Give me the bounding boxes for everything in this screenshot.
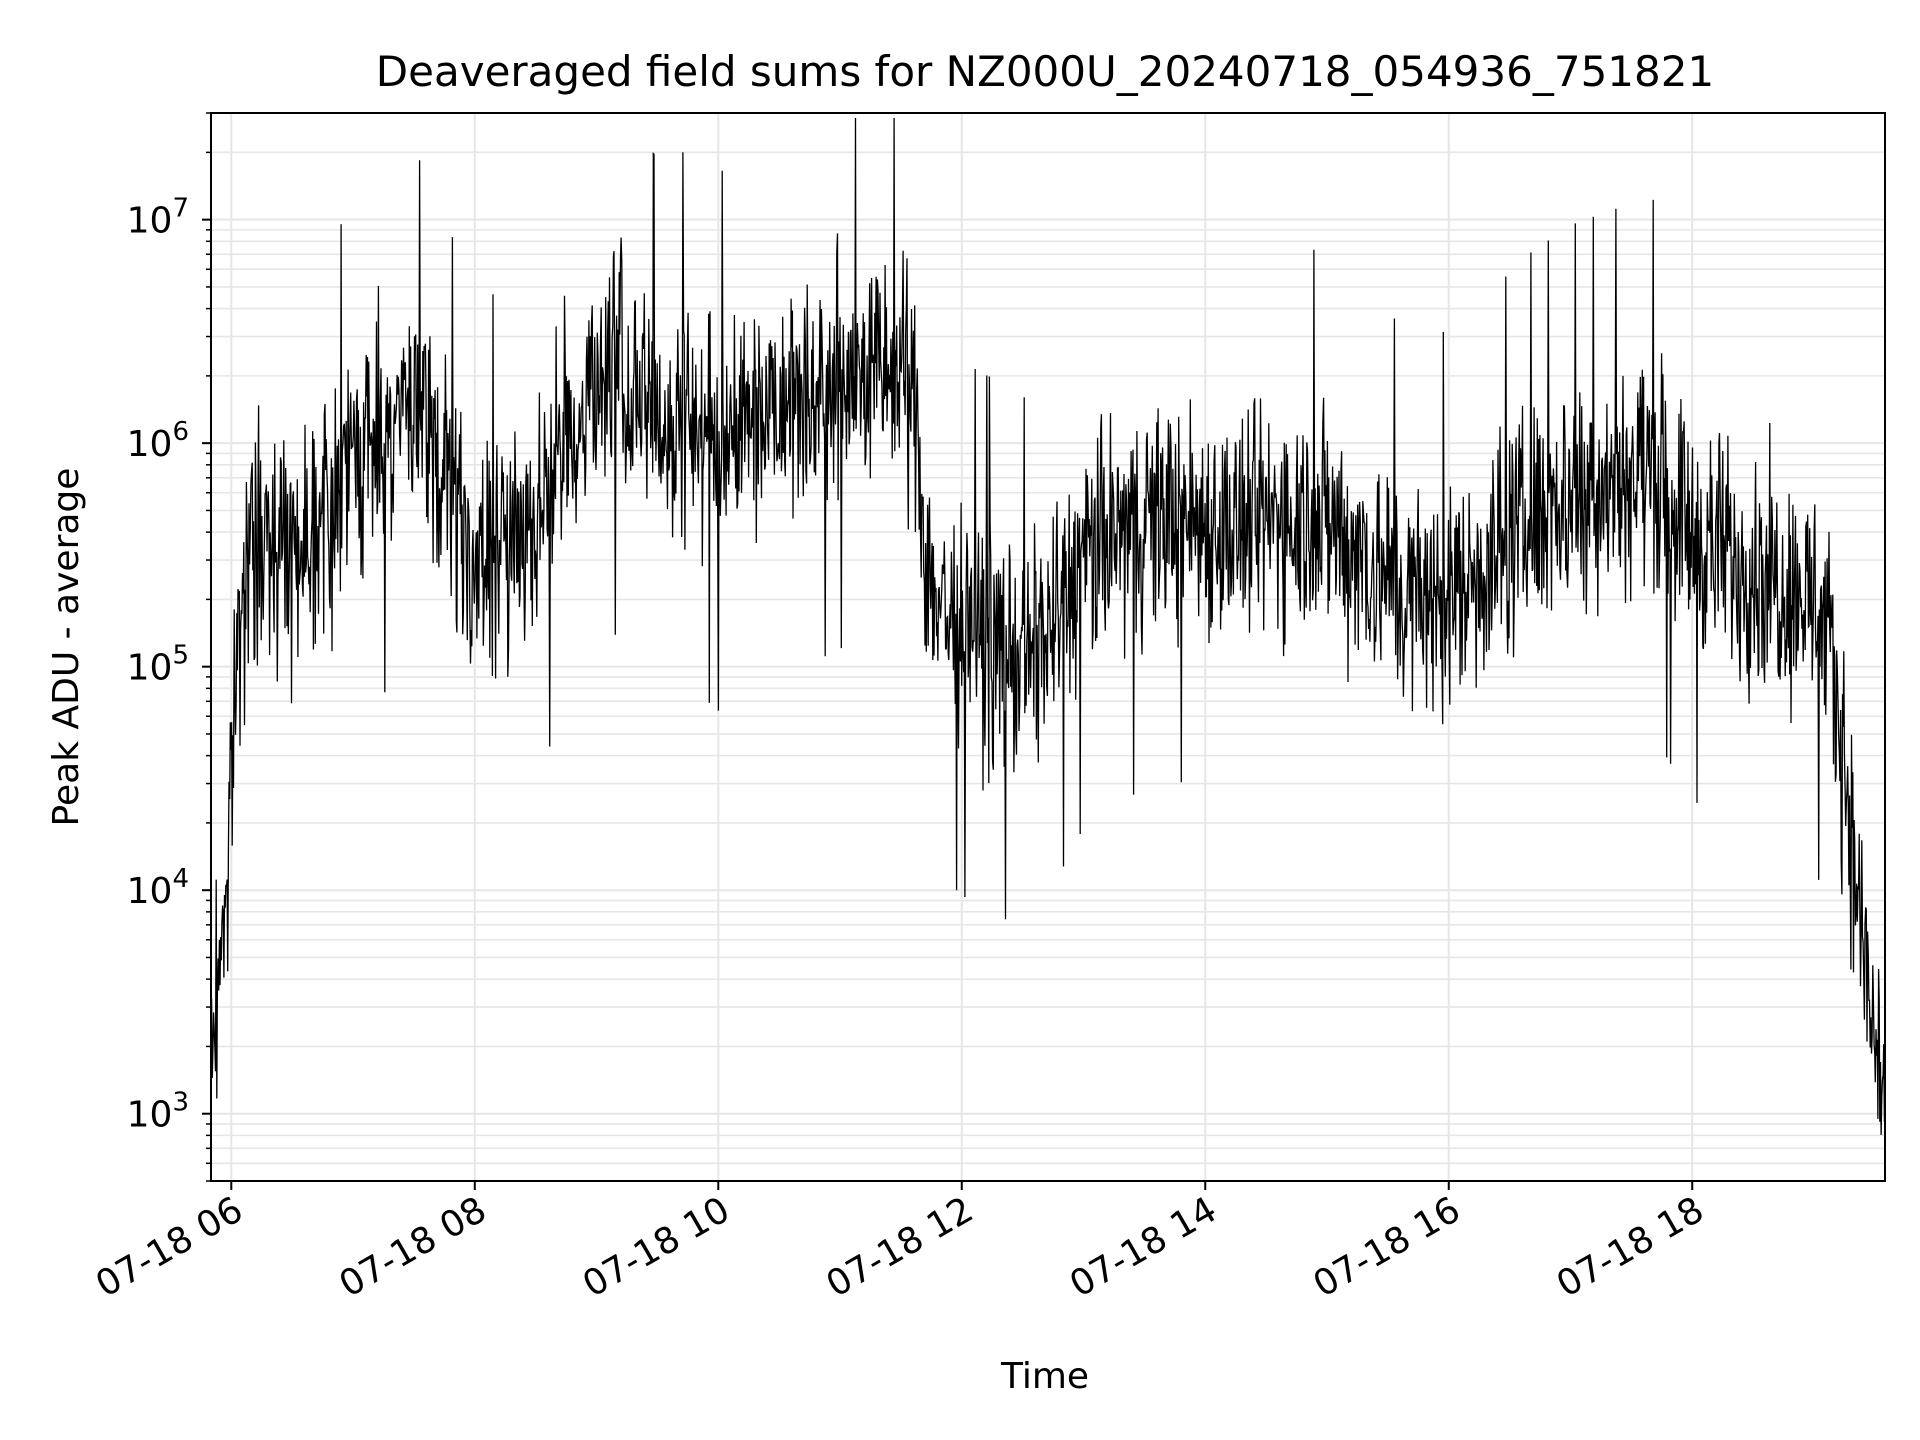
y-tick-label: 104 bbox=[127, 864, 189, 912]
y-tick-label: 103 bbox=[127, 1088, 189, 1136]
plot-frame bbox=[210, 112, 1886, 1182]
chart-title: Deaveraged field sums for NZ000U_2024071… bbox=[376, 47, 1714, 96]
series-group bbox=[210, 117, 1886, 1135]
x-axis-label: Time bbox=[1000, 1356, 1089, 1397]
series-line bbox=[210, 117, 1886, 1135]
y-axis-label: Peak ADU - average bbox=[46, 468, 87, 827]
